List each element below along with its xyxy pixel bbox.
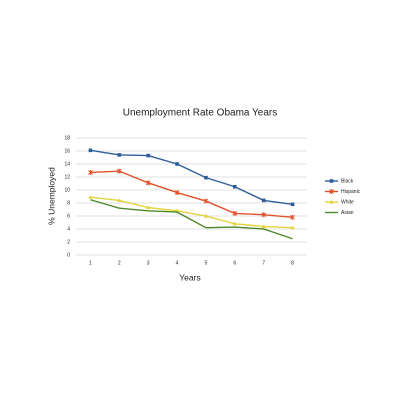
chart-title: Unemployment Rate Obama Years: [123, 108, 278, 119]
marker: [146, 153, 150, 158]
marker: [174, 190, 180, 195]
x-tick-label: 4: [176, 260, 179, 266]
y-tick-label: 14: [64, 161, 70, 167]
x-tick-label: 8: [291, 260, 294, 266]
marker: [88, 194, 93, 199]
marker: [232, 211, 238, 216]
y-tick-label: 0: [67, 252, 70, 258]
x-tick-label: 3: [147, 260, 150, 266]
y-tick-label: 12: [64, 174, 70, 180]
x-axis-label: Years: [179, 272, 200, 282]
series-line: [90, 170, 293, 218]
y-tick-label: 8: [67, 200, 70, 206]
marker: [261, 198, 266, 203]
marker: [204, 175, 208, 180]
y-tick-label: 16: [64, 148, 70, 154]
marker: [116, 168, 122, 174]
marker: [203, 213, 209, 218]
marker: [329, 179, 334, 183]
series-line: [90, 199, 293, 240]
marker: [88, 170, 93, 175]
marker: [329, 189, 334, 194]
y-tick-label: 4: [67, 226, 70, 232]
marker: [203, 198, 209, 204]
legend-label: Hispanic: [341, 189, 361, 195]
marker: [233, 184, 237, 189]
marker: [329, 199, 334, 204]
marker: [117, 198, 122, 202]
marker: [117, 153, 122, 157]
marker: [261, 224, 266, 228]
y-tick-label: 18: [64, 135, 70, 141]
y-axis-label: % Unemployed: [46, 167, 56, 225]
x-tick-label: 1: [89, 260, 92, 266]
marker: [290, 214, 295, 220]
legend-label: White: [341, 199, 354, 205]
marker: [290, 202, 295, 207]
marker: [232, 221, 238, 226]
marker: [261, 212, 267, 218]
legend-label: Asian: [341, 210, 354, 216]
series-line: [90, 196, 293, 229]
y-tick-label: 10: [64, 187, 70, 193]
marker: [175, 162, 179, 166]
y-tick-label: 2: [67, 239, 70, 245]
y-tick-label: 6: [67, 213, 70, 219]
marker: [145, 180, 151, 186]
series-line: [90, 149, 293, 205]
marker: [145, 205, 151, 210]
x-tick-label: 2: [118, 260, 121, 266]
marker: [290, 225, 295, 230]
x-tick-label: 7: [262, 260, 265, 266]
marker: [88, 148, 93, 153]
x-tick-label: 5: [205, 260, 208, 266]
legend-label: Black: [341, 178, 354, 184]
x-tick-label: 6: [233, 260, 236, 266]
